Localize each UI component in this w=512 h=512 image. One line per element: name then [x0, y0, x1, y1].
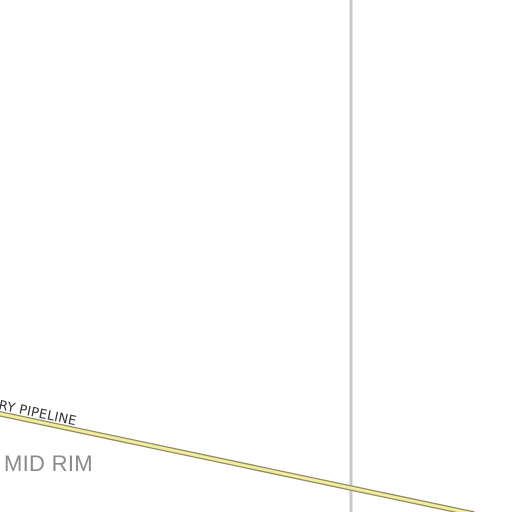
- area-label: MID RIM: [4, 451, 93, 476]
- pipeline-fill: [0, 412, 472, 512]
- pipeline-line[interactable]: [0, 411, 475, 512]
